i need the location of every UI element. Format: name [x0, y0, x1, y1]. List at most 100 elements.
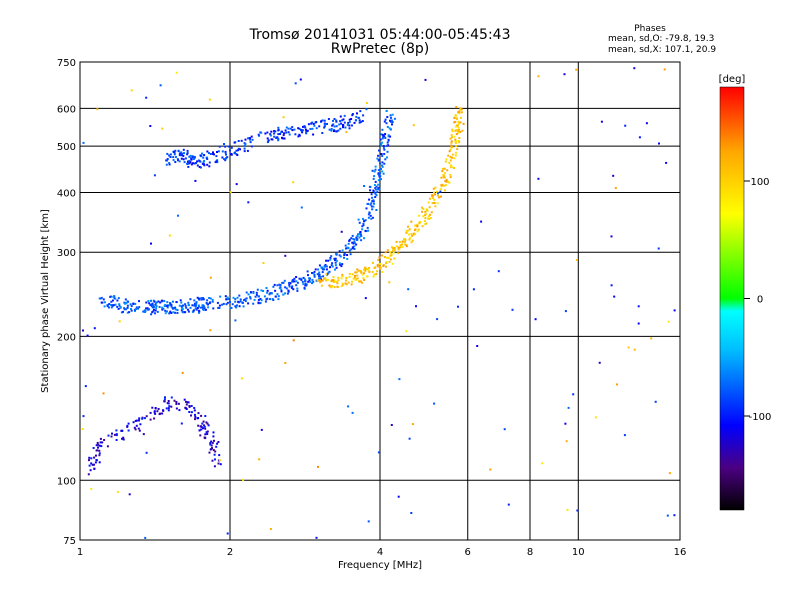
data-point: [444, 160, 447, 163]
data-point: [166, 158, 169, 160]
data-point: [378, 174, 381, 177]
data-point: [380, 133, 383, 136]
data-point: [118, 303, 121, 306]
data-point: [154, 303, 157, 306]
data-point: [274, 136, 277, 139]
data-point: [142, 433, 145, 436]
data-point: [225, 303, 228, 306]
data-point: [317, 268, 320, 271]
data-point: [213, 439, 215, 442]
data-point: [363, 272, 365, 275]
data-point: [186, 308, 189, 311]
data-point: [235, 183, 238, 186]
data-point: [285, 131, 288, 134]
data-point: [364, 219, 367, 222]
data-point: [274, 130, 277, 133]
data-point: [279, 133, 281, 135]
data-point: [195, 301, 198, 304]
data-point: [454, 140, 457, 143]
data-point: [335, 119, 338, 122]
data-point: [350, 283, 353, 286]
data-point: [449, 159, 452, 162]
data-point: [612, 174, 615, 177]
data-point: [451, 156, 454, 159]
data-point: [257, 295, 260, 298]
data-point: [257, 298, 260, 301]
data-point: [381, 133, 384, 136]
data-point: [206, 150, 209, 153]
data-point: [237, 147, 240, 150]
data-point: [176, 312, 179, 314]
data-point: [345, 277, 348, 280]
data-point: [82, 415, 85, 418]
data-point: [439, 188, 442, 191]
data-point: [158, 306, 161, 308]
data-point: [190, 414, 192, 417]
data-point: [437, 192, 439, 195]
data-point: [389, 128, 392, 131]
data-point: [176, 158, 179, 161]
data-point: [167, 400, 170, 402]
data-point: [238, 294, 241, 297]
data-point: [166, 310, 168, 313]
data-point: [376, 265, 379, 268]
data-point: [325, 268, 328, 271]
data-point: [182, 158, 185, 161]
data-point: [600, 120, 603, 123]
data-point: [145, 96, 148, 99]
y-tick-label: 200: [57, 332, 76, 343]
data-point: [102, 298, 105, 301]
data-point: [232, 296, 235, 299]
data-point: [326, 278, 329, 281]
data-point: [371, 216, 374, 219]
data-point: [566, 508, 569, 511]
data-point: [226, 532, 229, 535]
data-point: [327, 259, 330, 262]
data-point: [191, 155, 194, 158]
data-point: [164, 312, 167, 315]
data-point: [202, 156, 205, 159]
data-point: [390, 116, 392, 119]
data-point: [266, 140, 269, 143]
data-point: [306, 129, 309, 132]
data-point: [251, 138, 254, 141]
data-point: [318, 264, 321, 267]
data-point: [384, 133, 387, 135]
data-point: [190, 405, 193, 407]
data-point: [280, 288, 283, 291]
data-point: [156, 410, 159, 413]
data-point: [153, 410, 156, 413]
data-point: [153, 411, 156, 414]
data-point: [302, 276, 305, 279]
data-point: [93, 463, 95, 466]
data-point: [244, 138, 247, 141]
data-point: [116, 299, 119, 302]
data-point: [177, 159, 180, 162]
data-point: [342, 125, 344, 128]
data-point: [209, 443, 212, 446]
data-point: [304, 278, 307, 281]
data-point: [190, 163, 193, 166]
data-point: [233, 141, 236, 144]
data-point: [381, 254, 384, 257]
data-point: [211, 300, 214, 303]
data-point: [265, 287, 268, 289]
data-point: [444, 189, 446, 192]
data-point: [201, 152, 204, 155]
data-point: [202, 161, 205, 164]
data-point: [442, 184, 445, 187]
data-point: [375, 273, 378, 276]
data-point: [372, 189, 375, 192]
data-point: [114, 303, 117, 306]
data-point: [99, 437, 102, 440]
data-point: [103, 301, 106, 304]
x-tick-label: 4: [377, 547, 383, 558]
data-point: [88, 459, 90, 462]
data-point: [341, 119, 344, 122]
data-point: [645, 122, 648, 125]
data-point: [180, 301, 183, 304]
data-point: [182, 154, 185, 157]
data-point: [450, 164, 453, 167]
data-point: [229, 191, 232, 194]
data-point: [166, 402, 169, 405]
